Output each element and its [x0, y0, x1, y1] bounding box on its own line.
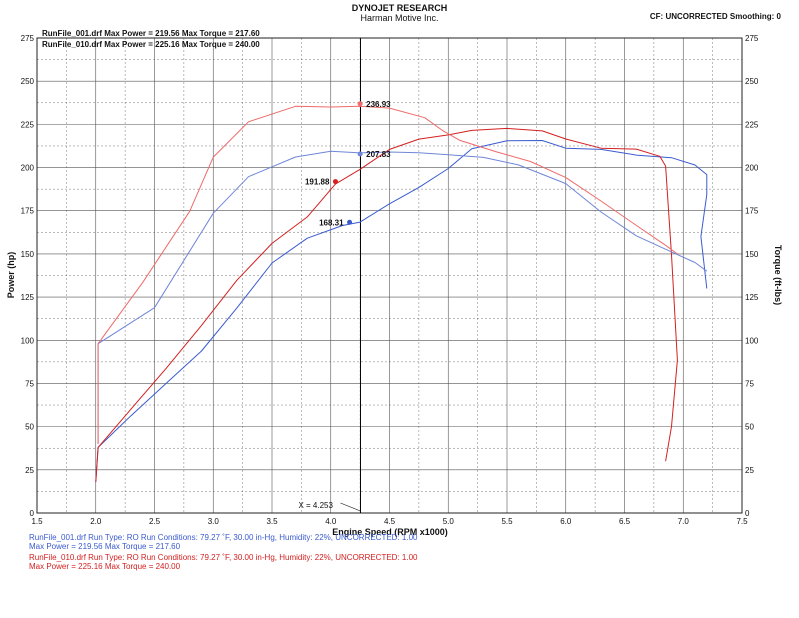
- footer-run1-conditions: RunFile_001.drf Run Type: RO Run Conditi…: [29, 533, 418, 542]
- markers: 236.93 207.83 191.88 168.31: [305, 100, 391, 228]
- y-tick-label-left: 200: [21, 164, 35, 173]
- y-tick-label-right: 0: [745, 509, 750, 518]
- marker-label-1: 236.93: [366, 100, 391, 109]
- y-tick-label-right: 200: [745, 164, 759, 173]
- cursor-label: X = 4.253: [298, 501, 333, 510]
- y-tick-label-left: 25: [25, 466, 34, 475]
- x-tick-label: 2.5: [149, 517, 161, 526]
- x-tick-label: 5.0: [443, 517, 455, 526]
- x-tick-label: 1.5: [31, 517, 43, 526]
- y-tick-label-right: 75: [745, 379, 754, 388]
- y-axis-label-left: Power (hp): [6, 252, 16, 299]
- y-tick-label-right: 25: [745, 466, 754, 475]
- x-tick-label: 4.0: [325, 517, 337, 526]
- y-tick-label-left: 100: [21, 336, 35, 345]
- x-tick-label: 6.5: [619, 517, 631, 526]
- x-tick-label: 7.0: [678, 517, 690, 526]
- footer-run1-max: Max Power = 219.56 Max Torque = 217.60: [29, 542, 181, 551]
- y-axis-label-right: Torque (ft-lbs): [773, 245, 783, 305]
- legend-run2: RunFile_010.drf Max Power = 225.16 Max T…: [42, 40, 260, 49]
- y-tick-label-right: 225: [745, 120, 759, 129]
- marker-point-4: [347, 219, 353, 225]
- y-tick-label-left: 125: [21, 293, 35, 302]
- y-tick-label-left: 150: [21, 250, 35, 259]
- marker-label-4: 168.31: [319, 218, 344, 227]
- y-tick-label-left: 50: [25, 423, 34, 432]
- y-tick-label-right: 150: [745, 250, 759, 259]
- y-tick-label-right: 250: [745, 77, 759, 86]
- x-tick-label: 3.5: [266, 517, 278, 526]
- y-tick-label-left: 175: [21, 207, 35, 216]
- axes: 1.5 2.0 2.5 3.0 3.5 4.0 4.5 5.0 5.5 6.0 6.5 7.0 7.50…: [21, 34, 759, 526]
- marker-point-3: [332, 179, 338, 185]
- series-line-4: [97, 105, 678, 444]
- x-tick-label: 4.5: [384, 517, 396, 526]
- chart-subtitle: Harman Motive Inc.: [360, 13, 439, 23]
- footer-run2-conditions: RunFile_010.drf Run Type: RO Run Conditi…: [29, 553, 418, 562]
- y-tick-label-right: 50: [745, 423, 754, 432]
- y-tick-label-left: 250: [21, 77, 35, 86]
- plot-frame: [36, 37, 743, 514]
- y-tick-label-left: 275: [21, 34, 35, 43]
- x-tick-label: 3.0: [208, 517, 220, 526]
- y-tick-label-right: 175: [745, 207, 759, 216]
- cursor-pointer: [340, 502, 361, 512]
- y-tick-label-right: 100: [745, 336, 759, 345]
- y-tick-label-left: 75: [25, 379, 34, 388]
- marker-point-2: [357, 151, 363, 157]
- series-line-3: [97, 150, 708, 444]
- series-line-1: [95, 140, 708, 482]
- series-lines: [95, 105, 708, 482]
- y-tick-label-left: 0: [30, 509, 35, 518]
- settings-label: CF: UNCORRECTED Smoothing: 0: [649, 12, 781, 21]
- marker-point-1: [357, 101, 363, 107]
- y-tick-label-left: 225: [21, 120, 35, 129]
- x-tick-label: 7.5: [736, 517, 748, 526]
- series-line-2: [95, 127, 678, 482]
- footer-run2-max: Max Power = 225.16 Max Torque = 240.00: [29, 562, 181, 571]
- x-tick-label: 5.5: [501, 517, 513, 526]
- x-tick-label: 6.0: [560, 517, 572, 526]
- grid-lines: [36, 37, 743, 514]
- marker-label-3: 191.88: [305, 178, 330, 187]
- marker-label-2: 207.83: [366, 150, 391, 159]
- chart-title: DYNOJET RESEARCH: [351, 3, 448, 13]
- y-tick-label-right: 125: [745, 293, 759, 302]
- legend-run1: RunFile_001.drf Max Power = 219.56 Max T…: [42, 29, 260, 38]
- y-tick-label-right: 275: [745, 34, 759, 43]
- x-tick-label: 2.0: [90, 517, 102, 526]
